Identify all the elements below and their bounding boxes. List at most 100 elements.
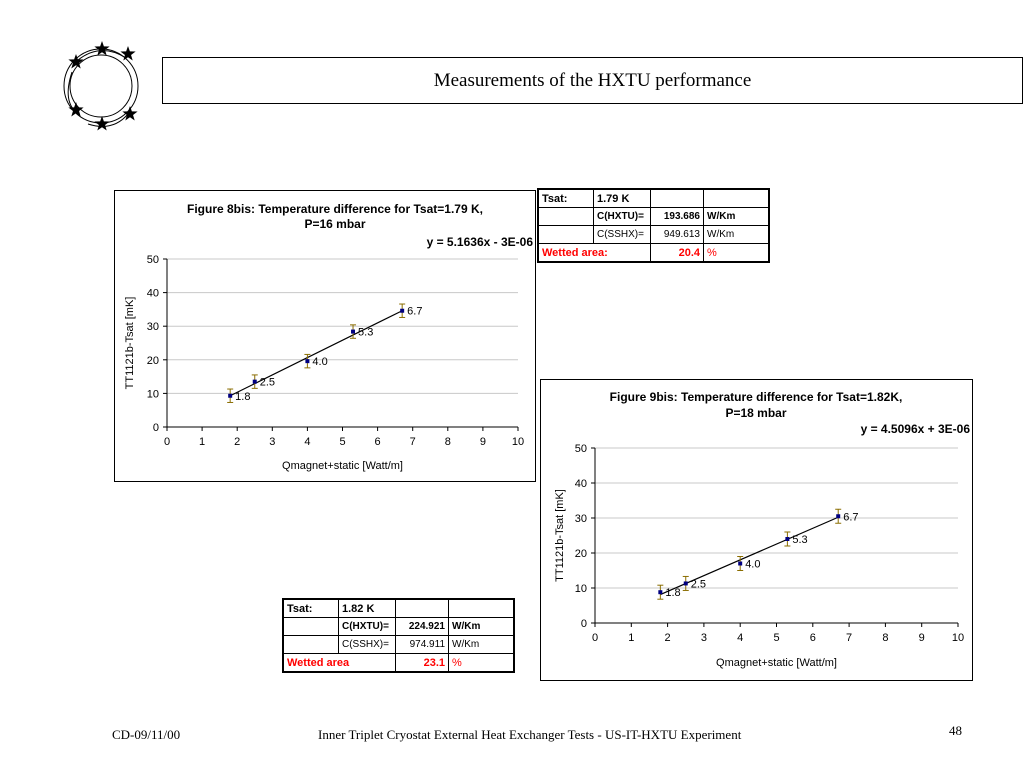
results-table-1: Tsat: 1.79 K C(HXTU)= 193.686 W/Km C(SSH… (537, 188, 770, 263)
x-tick-label: 10 (952, 632, 964, 644)
x-tick-label: 2 (234, 436, 240, 448)
y-tick-label: 0 (581, 618, 587, 630)
tsat-label: Tsat: (537, 188, 594, 208)
results-table-2: Tsat: 1.82 K C(HXTU)= 224.921 W/Km C(SSH… (282, 598, 515, 673)
y-tick-label: 10 (575, 583, 587, 595)
table-row: C(HXTU)= 193.686 W/Km (537, 207, 770, 226)
data-point (351, 329, 356, 334)
star-icon (122, 106, 138, 121)
x-tick-label: 6 (810, 632, 816, 644)
x-tick-label: 8 (882, 632, 888, 644)
data-point (400, 308, 405, 313)
star-icon (94, 41, 110, 56)
x-tick-label: 9 (919, 632, 925, 644)
data-label: 2.5 (260, 377, 275, 389)
x-tick-label: 0 (164, 436, 170, 448)
x-tick-label: 4 (737, 632, 743, 644)
x-tick-label: 10 (512, 436, 524, 448)
wetted-area-unit: % (703, 243, 770, 263)
trendline (229, 310, 403, 397)
y-axis-label: TT1121b-Tsat [mK] (124, 297, 136, 390)
table-row: C(SSHX)= 974.911 W/Km (282, 635, 515, 654)
y-tick-label: 10 (147, 388, 159, 400)
data-label: 4.0 (745, 559, 760, 571)
wetted-area-label: Wetted area (282, 653, 396, 673)
c-sshx-unit: W/Km (448, 635, 515, 654)
c-hxtu-value: 224.921 (395, 617, 449, 636)
x-axis-label: Qmagnet+static [Watt/m] (716, 657, 837, 669)
c-sshx-value: 949.613 (650, 225, 704, 244)
table-row: C(HXTU)= 224.921 W/Km (282, 617, 515, 636)
wetted-area-value: 23.1 (395, 653, 449, 673)
table-row: Tsat: 1.79 K (537, 188, 770, 208)
y-tick-label: 50 (575, 443, 587, 455)
x-axis-label: Qmagnet+static [Watt/m] (282, 460, 403, 472)
x-tick-label: 4 (304, 436, 310, 448)
y-tick-label: 50 (147, 254, 159, 266)
x-tick-label: 9 (480, 436, 486, 448)
star-icon (120, 46, 136, 61)
y-tick-label: 20 (147, 355, 159, 367)
c-hxtu-unit: W/Km (703, 207, 770, 226)
data-label: 6.7 (843, 511, 858, 523)
y-tick-label: 30 (147, 321, 159, 333)
x-tick-label: 3 (701, 632, 707, 644)
star-icon (68, 54, 84, 69)
x-tick-label: 7 (410, 436, 416, 448)
y-tick-label: 20 (575, 548, 587, 560)
table-row: Wetted area: 20.4 % (537, 243, 770, 263)
trendline-equation: y = 5.1636x - 3E-06 (427, 235, 534, 249)
c-hxtu-label: C(HXTU)= (593, 207, 651, 226)
tsat-value: 1.82 K (338, 598, 396, 618)
tsat-value: 1.79 K (593, 188, 651, 208)
x-tick-label: 6 (375, 436, 381, 448)
table-row: Wetted area 23.1 % (282, 653, 515, 673)
data-label: 1.8 (235, 391, 250, 403)
table-row: C(SSHX)= 949.613 W/Km (537, 225, 770, 244)
stars-ring-logo (63, 41, 139, 131)
chart-9bis-svg: Figure 9bis: Temperature difference for … (554, 390, 971, 669)
data-label: 2.5 (691, 578, 706, 590)
c-hxtu-label: C(HXTU)= (338, 617, 396, 636)
y-axis-label: TT1121b-Tsat [mK] (554, 489, 566, 582)
data-point (836, 514, 841, 519)
data-point (785, 537, 790, 541)
data-point (252, 379, 257, 384)
table-row: Tsat: 1.82 K (282, 598, 515, 618)
trendline-equation: y = 4.5096x + 3E-06 (861, 422, 971, 436)
wetted-area-value: 20.4 (650, 243, 704, 263)
c-sshx-value: 974.911 (395, 635, 449, 654)
chart-title: Figure 9bis: Temperature difference for … (610, 390, 903, 404)
y-tick-label: 40 (147, 288, 159, 300)
data-point (738, 561, 743, 566)
slide-title-box: Measurements of the HXTU performance (162, 57, 1023, 104)
tsat-label: Tsat: (282, 598, 339, 618)
c-hxtu-value: 193.686 (650, 207, 704, 226)
trendline (660, 516, 839, 596)
c-sshx-unit: W/Km (703, 225, 770, 244)
x-tick-label: 2 (665, 632, 671, 644)
y-tick-label: 0 (153, 422, 159, 434)
star-icon (94, 116, 110, 131)
c-sshx-label: C(SSHX)= (338, 635, 396, 654)
footer-date: CD-09/11/00 (112, 727, 181, 742)
data-point (683, 581, 688, 586)
x-tick-label: 5 (773, 632, 779, 644)
data-point (658, 590, 663, 595)
data-label: 4.0 (312, 356, 327, 368)
wetted-area-unit: % (448, 653, 515, 673)
star-icon (68, 102, 84, 117)
x-tick-label: 1 (628, 632, 634, 644)
x-tick-label: 7 (846, 632, 852, 644)
slide-title: Measurements of the HXTU performance (433, 69, 752, 91)
x-tick-label: 1 (199, 436, 205, 448)
chart-figure-9bis: Figure 9bis: Temperature difference for … (540, 379, 973, 681)
chart-figure-8bis: Figure 8bis: Temperature difference for … (114, 190, 536, 482)
x-tick-label: 3 (269, 436, 275, 448)
c-hxtu-unit: W/Km (448, 617, 515, 636)
chart-title: Figure 8bis: Temperature difference for … (187, 202, 483, 216)
data-label: 6.7 (407, 306, 422, 318)
data-label: 1.8 (665, 587, 680, 599)
data-label: 5.3 (358, 327, 373, 339)
y-tick-label: 40 (575, 478, 587, 490)
